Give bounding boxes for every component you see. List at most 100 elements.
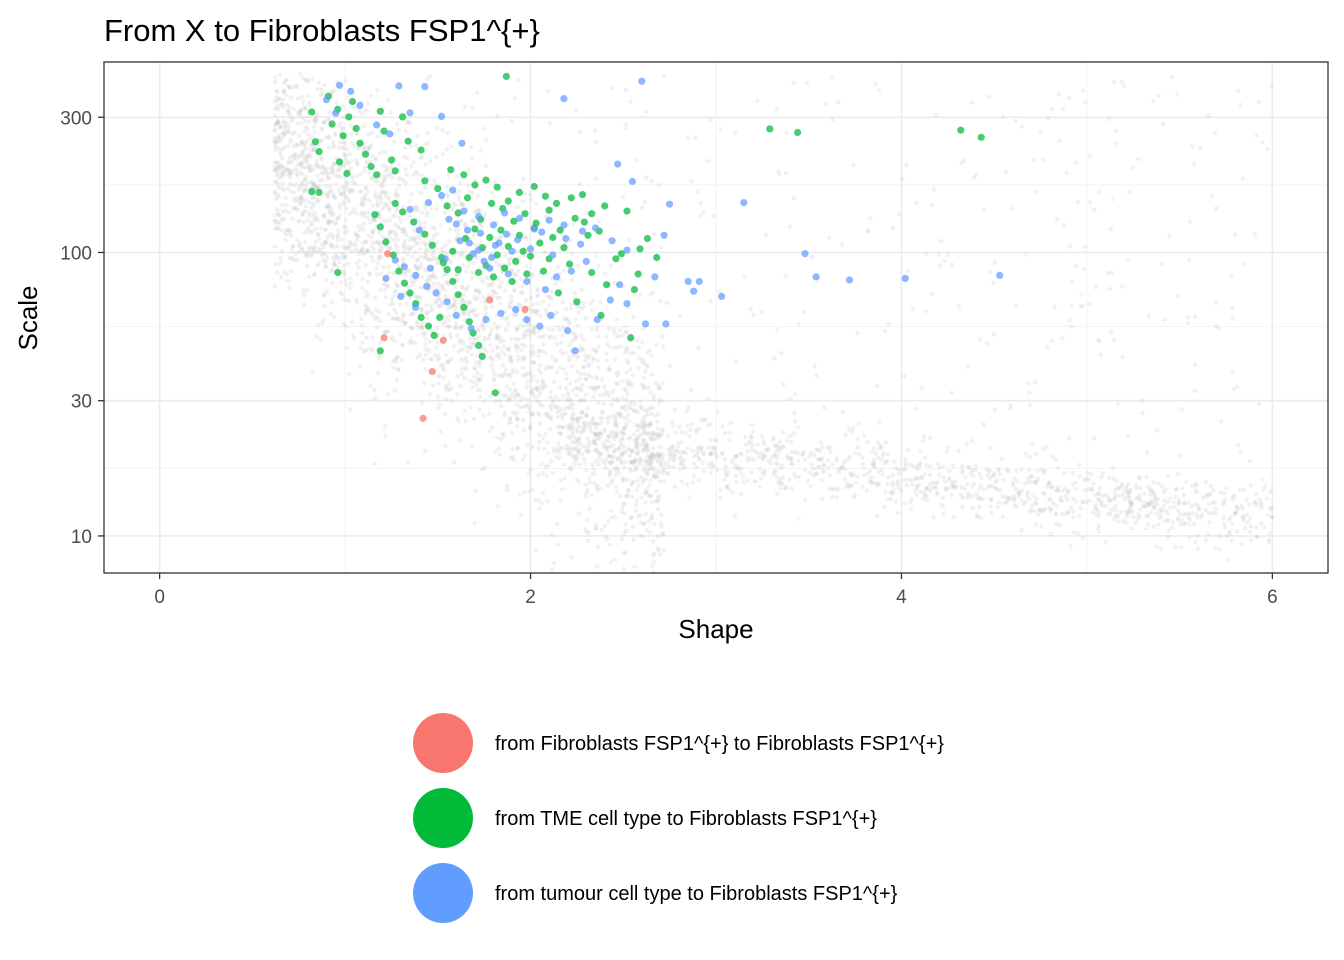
background-point [586, 363, 591, 368]
background-point [424, 77, 429, 82]
background-point [363, 186, 368, 191]
background-point [643, 463, 648, 468]
background-point [549, 296, 554, 302]
background-point [272, 128, 277, 133]
background-point [414, 169, 419, 174]
background-point [601, 402, 606, 407]
background-point [864, 488, 869, 493]
background-point [1211, 500, 1216, 505]
background-point [614, 421, 619, 427]
background-point [288, 181, 293, 187]
background-point [1128, 509, 1133, 514]
background-point [499, 431, 505, 437]
background-point [365, 108, 370, 114]
background-point [658, 459, 663, 464]
background-point [423, 352, 429, 358]
background-point [593, 388, 598, 393]
background-point [1106, 116, 1112, 122]
background-point [296, 111, 302, 117]
background-point [808, 470, 813, 475]
background-point [419, 274, 425, 280]
background-point [1239, 503, 1245, 508]
background-point [1122, 497, 1127, 502]
background-point [658, 444, 663, 450]
background-point [593, 385, 598, 390]
background-point [580, 382, 585, 388]
background-point [938, 263, 943, 268]
background-point [903, 456, 908, 462]
background-point [855, 445, 861, 450]
background-point [418, 155, 423, 160]
background-point [789, 449, 794, 455]
background-point [1060, 336, 1065, 341]
background-point [1023, 252, 1029, 257]
background-point [509, 299, 514, 304]
background-point [643, 458, 648, 464]
data-point [421, 230, 429, 238]
background-point [638, 456, 643, 461]
background-point [294, 85, 299, 90]
background-point [1111, 497, 1116, 502]
background-point [991, 332, 997, 337]
background-point [613, 473, 618, 478]
background-point [549, 407, 554, 413]
background-point [575, 418, 581, 423]
background-point [326, 219, 332, 224]
background-point [363, 192, 368, 198]
background-point [1214, 206, 1219, 211]
background-point [434, 231, 440, 236]
background-point [872, 445, 877, 451]
background-point [1123, 509, 1129, 514]
background-point [418, 191, 423, 196]
background-point [1046, 116, 1051, 121]
background-point [577, 511, 582, 516]
background-point [678, 461, 683, 467]
background-point [557, 424, 562, 429]
background-point [411, 237, 416, 242]
background-point [827, 486, 832, 492]
background-point [987, 476, 993, 481]
background-point [469, 276, 475, 281]
background-point [646, 460, 651, 465]
background-point [319, 170, 325, 175]
background-point [436, 405, 441, 411]
background-point [276, 185, 281, 191]
background-point [376, 239, 381, 244]
background-point [362, 145, 367, 150]
background-point [653, 499, 659, 505]
background-point [396, 315, 401, 321]
background-point [279, 174, 284, 179]
background-point [598, 433, 603, 438]
background-point [1046, 482, 1052, 487]
background-point [1161, 121, 1166, 127]
background-point [600, 410, 605, 416]
background-point [1034, 502, 1039, 507]
background-point [333, 131, 338, 136]
background-point [456, 251, 461, 256]
background-point [631, 461, 637, 467]
background-point [657, 432, 662, 437]
background-point [314, 162, 319, 167]
background-point [455, 333, 460, 338]
background-point [283, 237, 288, 243]
background-point [340, 268, 346, 274]
background-point [392, 289, 397, 295]
background-point [558, 498, 563, 503]
background-point [625, 382, 631, 387]
background-point [296, 219, 301, 224]
background-point [363, 262, 368, 268]
background-point [1035, 476, 1041, 482]
background-point [414, 267, 420, 273]
background-point [311, 147, 317, 152]
data-point [417, 146, 425, 154]
background-point [640, 340, 645, 345]
background-point [648, 405, 653, 410]
background-point [1054, 511, 1059, 516]
background-point [383, 294, 389, 300]
background-point [457, 340, 462, 345]
background-point [276, 171, 281, 176]
background-point [709, 460, 714, 466]
background-point [631, 350, 637, 356]
background-point [1192, 161, 1197, 166]
background-point [780, 430, 786, 435]
